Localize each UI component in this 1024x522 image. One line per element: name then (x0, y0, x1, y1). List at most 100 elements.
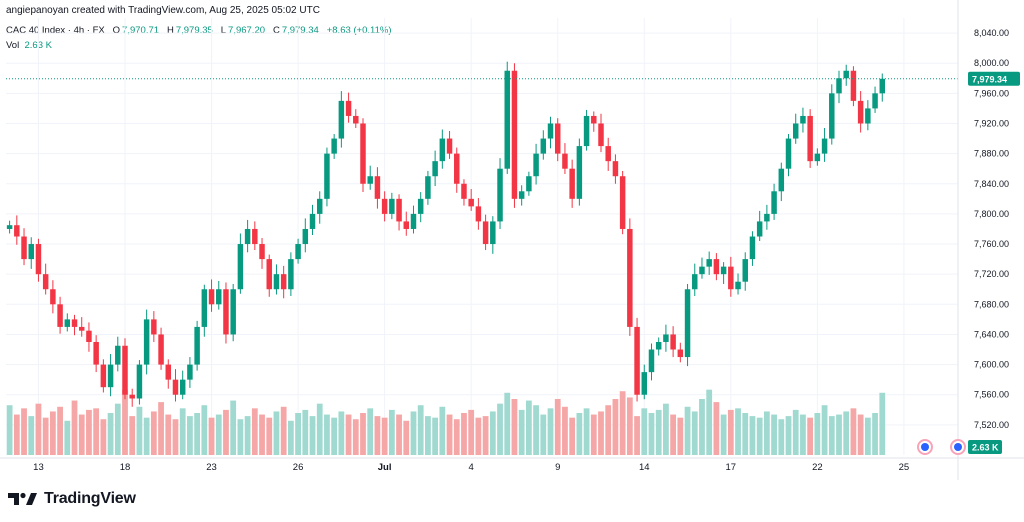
candle-body (461, 183, 467, 199)
candle-body (554, 123, 561, 154)
volume-bar (316, 403, 323, 455)
volume-bar (396, 414, 402, 455)
candle-body (42, 274, 49, 290)
price-chart[interactable]: 7,520.00 7,560.00 7,600.00 7,640.00 7,680.00… (0, 0, 1024, 480)
candle-body (331, 138, 337, 154)
x-tick-label: 22 (812, 462, 823, 473)
candle-body (259, 244, 265, 260)
volume-bar (114, 403, 121, 455)
candle-body (21, 236, 27, 260)
volume-bar (237, 419, 244, 455)
volume-bar (836, 414, 842, 455)
candle-body (316, 198, 323, 214)
candle-body (728, 266, 734, 290)
volume-bar (562, 406, 568, 455)
volume-bar (857, 414, 864, 455)
candle-body (158, 334, 164, 365)
candle-body (821, 138, 828, 154)
last-price-label: 7,979.34 (972, 74, 1007, 84)
volume-bar (215, 414, 222, 455)
candle-body (800, 115, 806, 124)
tradingview-logo-icon[interactable] (8, 491, 38, 507)
x-tick-label: Jul (378, 462, 392, 473)
candle-body (425, 176, 431, 199)
volume-bar (843, 411, 850, 455)
volume-bar (251, 408, 258, 455)
volume-bar (525, 400, 532, 455)
candle-body (107, 364, 114, 388)
volume-bar (879, 392, 886, 455)
volume-bar (331, 417, 338, 455)
candle-body (641, 372, 648, 395)
tradingview-brand-name: TradingView (44, 490, 136, 507)
candle-body (381, 198, 388, 214)
volume-bar (489, 411, 496, 455)
y-tick-label: 7,680.00 (974, 299, 1009, 309)
last-price-badge (968, 71, 1020, 86)
y-tick-label: 7,800.00 (974, 209, 1009, 219)
candle-body (526, 176, 532, 192)
candle-body (663, 334, 669, 342)
candle-body (778, 168, 785, 192)
candle-body (857, 100, 864, 124)
volume-bar (208, 417, 215, 455)
candle-body (482, 221, 489, 245)
last-volume-label: 2.63 K (972, 443, 999, 453)
volume-bar (367, 408, 374, 455)
candle-body (237, 244, 244, 290)
candle-body (396, 198, 402, 222)
volume-bar (583, 408, 590, 455)
event-marker-dot (921, 443, 929, 451)
volume-bar (388, 409, 395, 455)
volume-bar (417, 405, 424, 455)
volume-bar (576, 413, 583, 455)
volume-bar (49, 411, 56, 455)
volume-label[interactable]: Vol (6, 40, 20, 51)
candle-body (497, 168, 503, 222)
volume-bar (756, 417, 763, 455)
candle-body (771, 191, 777, 214)
candle-body (172, 379, 179, 395)
candle-body (533, 153, 539, 177)
volume-bar (295, 413, 301, 455)
candle-body (518, 191, 525, 199)
volume-bar (821, 405, 828, 455)
y-tick-label: 7,600.00 (974, 360, 1009, 370)
volume-bar (540, 414, 547, 455)
symbol-label[interactable]: CAC 40 Index · 4h · FX (6, 25, 105, 36)
volume-bar (504, 392, 511, 455)
candle-body (850, 70, 857, 101)
volume-bar (518, 409, 525, 455)
volume-bar (742, 413, 749, 455)
candle-body (454, 153, 460, 184)
volume-bar (425, 416, 431, 455)
volume-bar (374, 416, 381, 455)
volume-bar (814, 413, 821, 455)
candle-body (872, 93, 878, 109)
candle-body (50, 289, 56, 305)
candle-body (78, 326, 85, 331)
volume-bar (792, 409, 799, 455)
candle-body (598, 123, 604, 147)
candle-body (634, 326, 640, 395)
candle-body (57, 304, 63, 327)
low-label: L (220, 25, 227, 36)
y-tick-label: 7,520.00 (974, 420, 1009, 430)
high-label: H (166, 25, 174, 36)
volume-bar (266, 417, 273, 455)
volume-bar (691, 411, 698, 455)
volume-bar (453, 419, 460, 455)
candle-body (324, 153, 330, 199)
candle-body (677, 349, 684, 358)
open-value: 7,970.71 (122, 25, 160, 36)
candle-body (612, 161, 619, 177)
volume-bar (345, 414, 352, 455)
candle-body (547, 123, 554, 139)
candle-body (785, 138, 792, 169)
candle-body (684, 289, 691, 358)
candle-body (71, 319, 78, 327)
candle-body (490, 221, 496, 245)
volume-bar (634, 416, 640, 455)
candle-body (619, 176, 626, 229)
volume-bar (100, 419, 107, 455)
